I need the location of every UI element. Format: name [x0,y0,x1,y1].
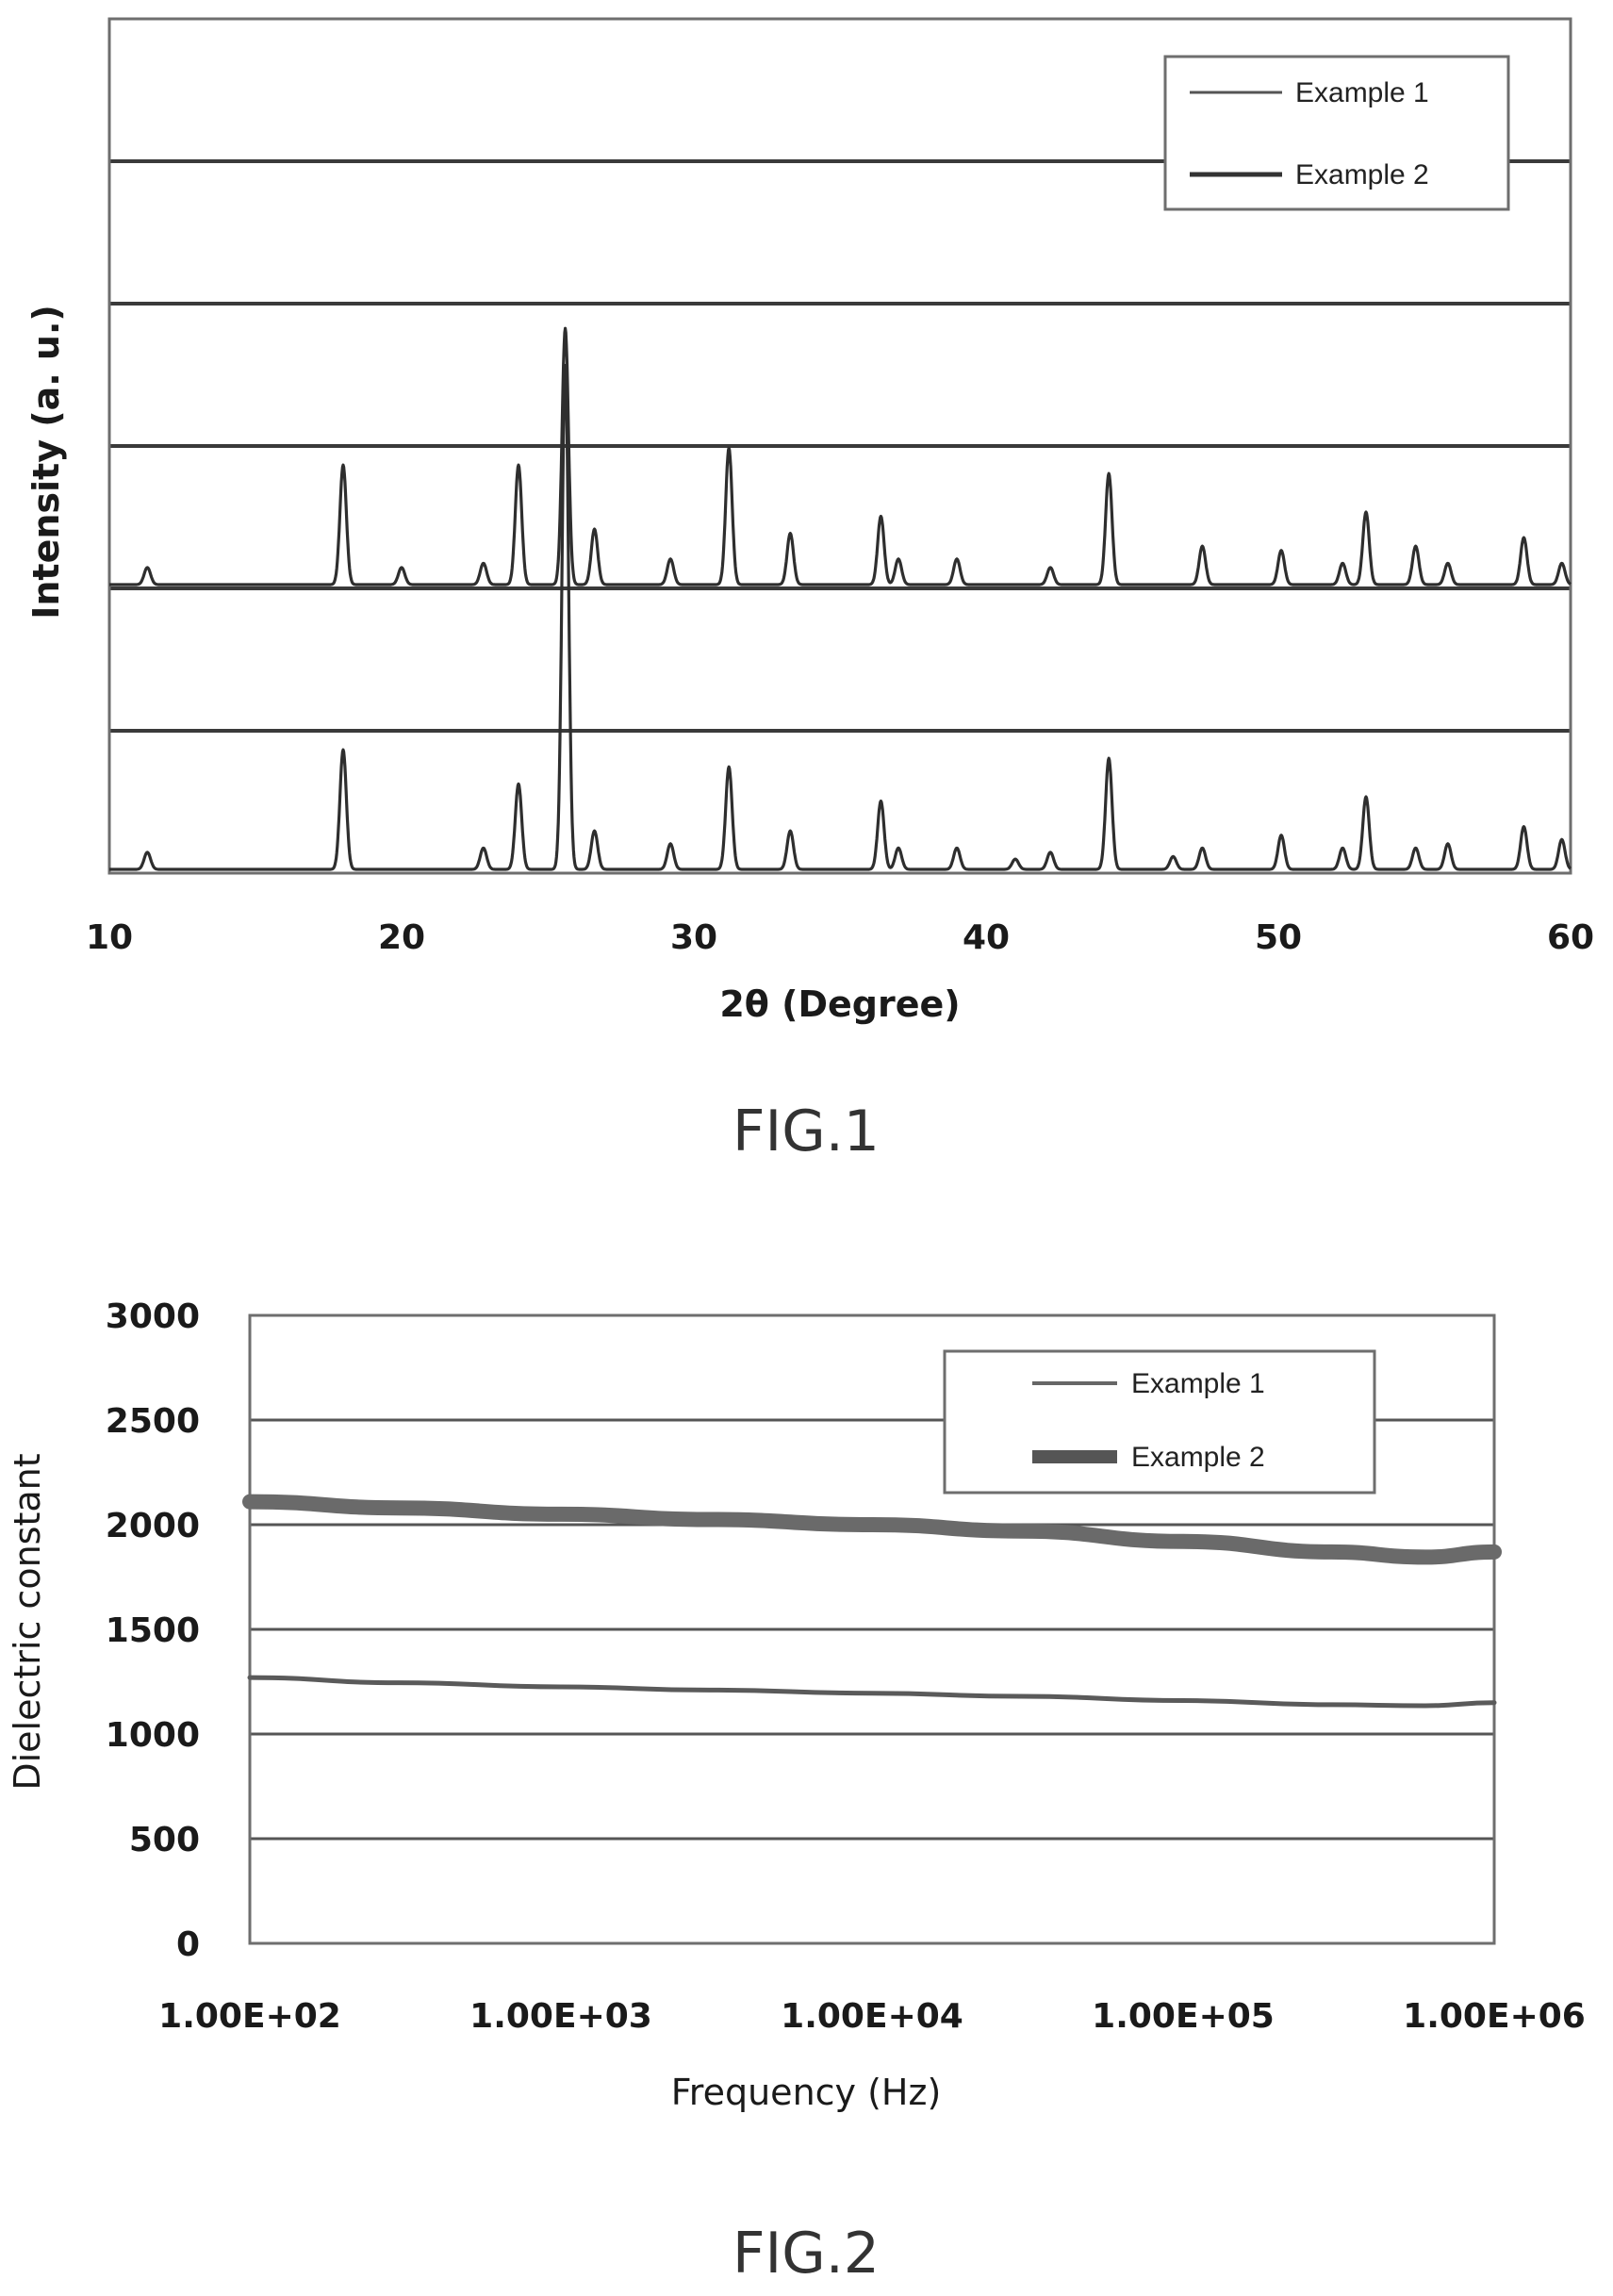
fig2-x-tick-label: 1.00E+02 [158,1997,341,2036]
fig1-series-line-2 [108,363,1572,871]
fig2-plot-frame [248,1313,1496,1945]
fig2-y-tick-labels: 0 500 1000 1500 2000 2500 3000 [106,1297,200,1964]
fig1-x-tick-labels: 10 20 30 40 50 60 [86,918,1594,957]
fig2-figure-label: FIG.2 [732,2221,880,2287]
fig2-series-group [242,1494,1502,1709]
fig2-y-tick-label: 3000 [106,1297,200,1336]
fig2-legend-label-example-1: Example 1 [1131,1368,1265,1399]
fig2-x-tick-label: 1.00E+06 [1403,1997,1586,2036]
fig2-y-axis-title: Dielectric constant [7,1453,48,1790]
fig1-y-axis-title: Intensity (a. u.) [25,305,67,619]
fig1-series-line-1 [108,326,1572,586]
fig2-y-tick-label: 2000 [106,1507,200,1545]
fig2-series-line-2 [242,1494,1502,1565]
fig1-figure-label: FIG.1 [732,1098,880,1165]
fig1-legend-box [1163,55,1510,211]
fig2-legend-label-example-2: Example 2 [1131,1442,1265,1473]
fig2-series-line-1 [247,1675,1497,1709]
fig2-y-tick-label: 500 [129,1821,200,1859]
fig2-y-tick-label: 1000 [106,1716,200,1755]
fig1-x-tick-label: 20 [378,918,425,957]
fig2-x-axis-title: Frequency (Hz) [671,2072,942,2113]
fig1-legend-label-example-1: Example 1 [1295,77,1429,108]
xrd-chart: 10 20 30 40 50 60 2θ (Degree) Intensity (a. u… [25,17,1594,1165]
fig2-y-tick-label: 1500 [106,1611,200,1650]
fig1-legend-label-example-2: Example 2 [1295,159,1429,190]
fig2-x-tick-label: 1.00E+04 [781,1997,963,2036]
fig2-x-tick-label: 1.00E+05 [1092,1997,1275,2036]
fig2-x-tick-labels: 1.00E+02 1.00E+03 1.00E+04 1.00E+05 1.00E+06 [158,1997,1586,2036]
fig2-x-tick-label: 1.00E+03 [469,1997,652,2036]
fig1-x-tick-label: 40 [963,918,1010,957]
fig2-legend: Example 1 Example 2 [943,1349,1376,1495]
fig1-legend: Example 1 Example 2 [1163,55,1510,211]
fig1-x-tick-label: 10 [86,918,133,957]
fig1-x-tick-label: 60 [1547,918,1594,957]
dielectric-chart: 1.00E+02 1.00E+03 1.00E+04 1.00E+05 1.00E+06… [7,1297,1586,2287]
fig1-x-tick-label: 30 [670,918,717,957]
fig2-y-tick-label: 2500 [106,1402,200,1441]
fig1-x-axis-title: 2θ (Degree) [719,983,960,1025]
fig2-y-tick-label: 0 [176,1925,200,1964]
fig1-plot-frame [107,17,1572,875]
fig1-gridlines [109,159,1571,733]
fig2-legend-box [943,1349,1376,1495]
fig1-series-group [108,326,1572,871]
fig1-x-tick-label: 50 [1255,918,1302,957]
